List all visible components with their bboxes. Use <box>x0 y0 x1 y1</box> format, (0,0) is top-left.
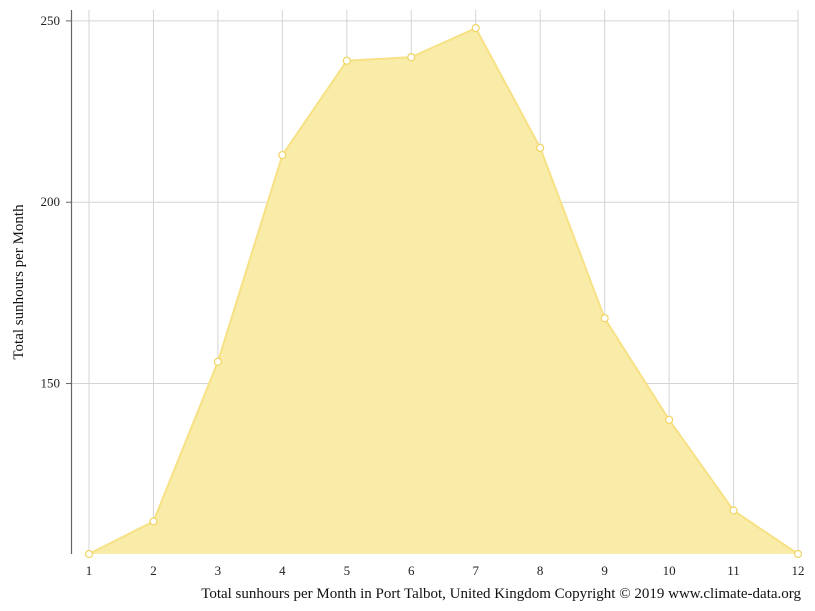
chart-caption: Total sunhours per Month in Port Talbot,… <box>201 586 801 602</box>
x-tick-label: 7 <box>472 563 479 578</box>
data-point <box>213 357 223 366</box>
data-point <box>793 549 803 559</box>
y-axis-title: Total sunhours per Month <box>11 204 27 360</box>
sunhours-area <box>89 28 798 555</box>
x-tick-label: 12 <box>792 563 805 578</box>
data-point <box>342 56 351 65</box>
data-points <box>84 24 803 559</box>
data-point <box>149 517 158 526</box>
x-tick-label: 8 <box>537 563 544 578</box>
x-tick-label: 2 <box>150 563 157 578</box>
x-tick-label: 5 <box>344 563 351 578</box>
x-tick-label: 9 <box>601 563 608 578</box>
y-tick-label: 150 <box>41 376 61 391</box>
x-tick-label: 6 <box>408 563 415 578</box>
data-point <box>536 143 545 152</box>
x-tick-label: 11 <box>727 563 740 578</box>
x-tick-label: 10 <box>663 563 676 578</box>
sunhours-line <box>88 27 799 555</box>
x-tick-label: 4 <box>279 563 286 578</box>
y-tick-label: 200 <box>41 194 61 209</box>
y-axis-ticks: 150 200 250 <box>41 13 72 391</box>
data-point <box>664 415 674 424</box>
data-point <box>84 549 94 559</box>
data-point <box>278 150 287 160</box>
y-tick-label: 250 <box>41 13 61 28</box>
x-axis-ticks: 1 2 3 4 5 6 7 8 9 10 11 12 <box>86 563 805 578</box>
data-point <box>600 314 609 323</box>
x-tick-label: 3 <box>215 563 222 578</box>
data-point <box>407 53 416 62</box>
x-tick-label: 1 <box>86 563 93 578</box>
data-point <box>729 506 738 515</box>
data-point <box>471 24 480 33</box>
